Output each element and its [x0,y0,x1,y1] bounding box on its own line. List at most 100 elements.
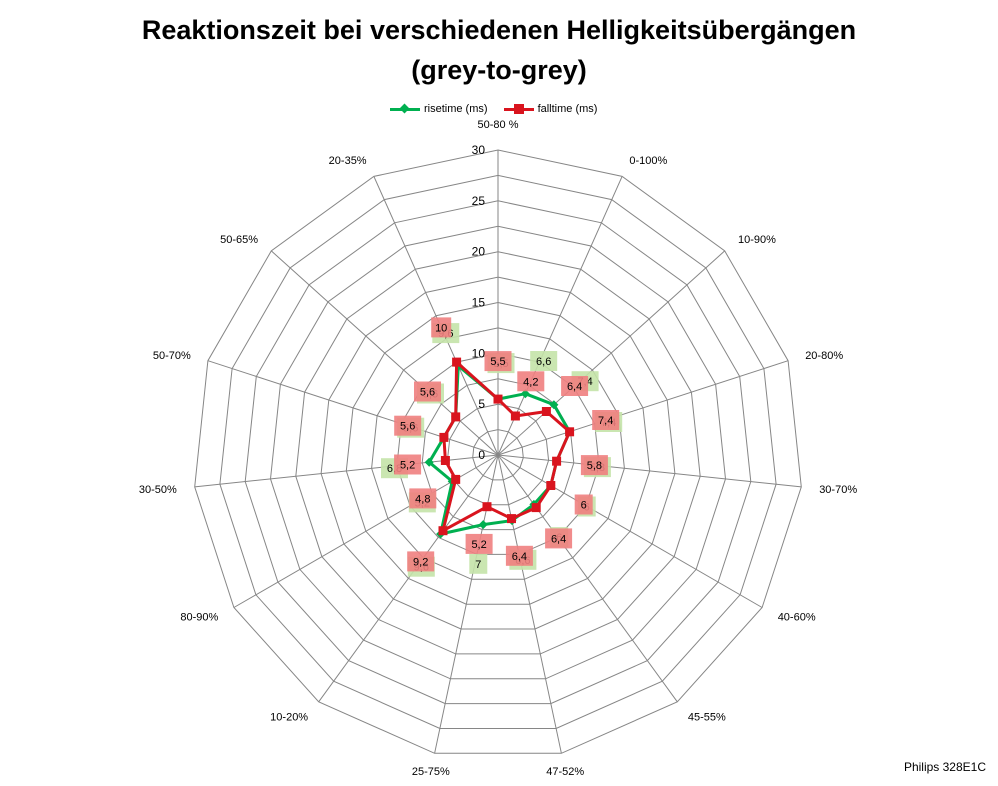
data-label-falltime: 4,2 [523,376,538,388]
legend-item-risetime: risetime (ms) [390,103,488,115]
axis-tick-label: 10 [472,346,486,360]
grid-spoke [497,176,623,456]
data-label-risetime: 6,6 [536,356,551,368]
falltime-marker [451,412,461,422]
data-label-falltime: 6,4 [551,533,566,545]
chart-title: Reaktionszeit bei verschiedenen Helligke… [0,10,998,90]
data-label-falltime-box [409,488,437,509]
grid-ring [446,403,550,506]
data-label-falltime: 7,4 [598,415,613,427]
data-label-falltime-box [545,528,573,549]
data-label-falltime: 5,2 [471,539,486,551]
data-label-falltime-box [394,415,422,436]
data-label-falltime: 5,6 [400,421,415,433]
falltime-marker [482,502,492,512]
falltime-marker [440,456,450,465]
grid-ring [345,301,651,605]
grid-spoke [497,454,562,754]
category-label: 10-20% [270,711,308,723]
category-label: 50-70% [153,350,191,362]
grid-spoke [497,454,802,488]
grid-spoke [497,360,789,456]
data-label-falltime: 5,5 [490,356,505,368]
risetime-marker [424,457,434,467]
falltime-marker [493,394,503,404]
chart-title-line2: (grey-to-grey) [411,55,587,85]
category-label: 47-52% [546,766,584,778]
category-label: 50-80 % [478,119,519,131]
data-label-risetime: 7 [475,559,481,571]
legend-swatch-risetime [390,103,420,115]
data-label-falltime-box [407,551,435,572]
data-label-falltime-box [431,317,452,338]
axis-tick-label: 30 [472,143,486,157]
data-label-falltime: 5,8 [587,460,602,472]
falltime-marker [452,357,462,367]
category-label: 10-90% [738,234,776,246]
axis-tick-label: 25 [472,194,486,208]
data-label-risetime-box [469,553,488,574]
legend-item-falltime: falltime (ms) [503,103,597,115]
grid-ring [295,251,701,655]
data-label-falltime: 5,6 [420,387,435,399]
data-label-falltime-box [561,376,589,396]
grid-spoke [270,250,499,456]
data-label-falltime-box [414,381,441,402]
category-label: 40-60% [778,612,816,624]
falltime-marker [510,411,520,421]
data-label-falltime-box [517,371,545,392]
category-label: 20-35% [329,155,367,167]
grid-ring [396,352,600,555]
data-label-falltime: 9,2 [413,556,428,568]
legend-swatch-falltime [503,103,534,115]
data-label-falltime-box [505,545,533,566]
data-label-falltime-box [465,533,493,554]
data-label-falltime: 4,8 [415,493,430,505]
category-label: 80-90% [180,612,218,624]
grid-ring [320,276,676,630]
data-label-falltime-box [574,494,593,515]
series-line-risetime [427,364,572,536]
watermark-model: Philips 328E1C [903,760,986,774]
category-label: 45-55% [688,711,726,723]
grid-spoke [497,250,726,456]
category-label: 30-50% [139,484,177,496]
grid-ring [219,174,777,729]
data-label-falltime: 6,4 [512,551,527,563]
falltime-marker [552,456,562,466]
data-label-falltime: 5,2 [400,460,415,472]
grid-spoke [497,454,763,608]
falltime-marker [439,432,449,442]
legend: risetime (ms) falltime (ms) [390,100,613,118]
falltime-marker [531,503,541,513]
falltime-marker [438,526,448,536]
falltime-marker [507,514,516,524]
grid-spoke [497,454,678,703]
axis-tick-label: 20 [472,245,486,259]
grid-ring [472,429,524,481]
data-label-falltime: 6,4 [567,381,582,393]
falltime-marker [565,427,575,437]
grid-ring [269,225,727,680]
grid-ring [194,149,802,754]
data-label-falltime-box [580,455,608,476]
falltime-marker [546,481,556,490]
category-label: 20-80% [805,350,843,362]
legend-label-risetime: risetime (ms) [424,103,488,115]
chart-title-line1: Reaktionszeit bei verschiedenen Helligke… [141,15,857,45]
axis-tick-label: 5 [478,397,485,411]
data-label-falltime-box [484,351,512,372]
category-label: 30-70% [819,484,857,496]
risetime-marker [549,400,559,410]
grid-spoke [207,360,499,456]
data-label-falltime: 10 [435,322,447,334]
category-label: 25-75% [412,766,450,778]
grid-ring [244,200,752,705]
risetime-marker [478,520,488,530]
series-line-falltime [441,360,572,533]
data-label-risetime-box [530,351,558,371]
grid-ring [371,327,625,580]
risetime-marker [520,389,530,399]
axis-tick-label: 15 [472,296,486,310]
